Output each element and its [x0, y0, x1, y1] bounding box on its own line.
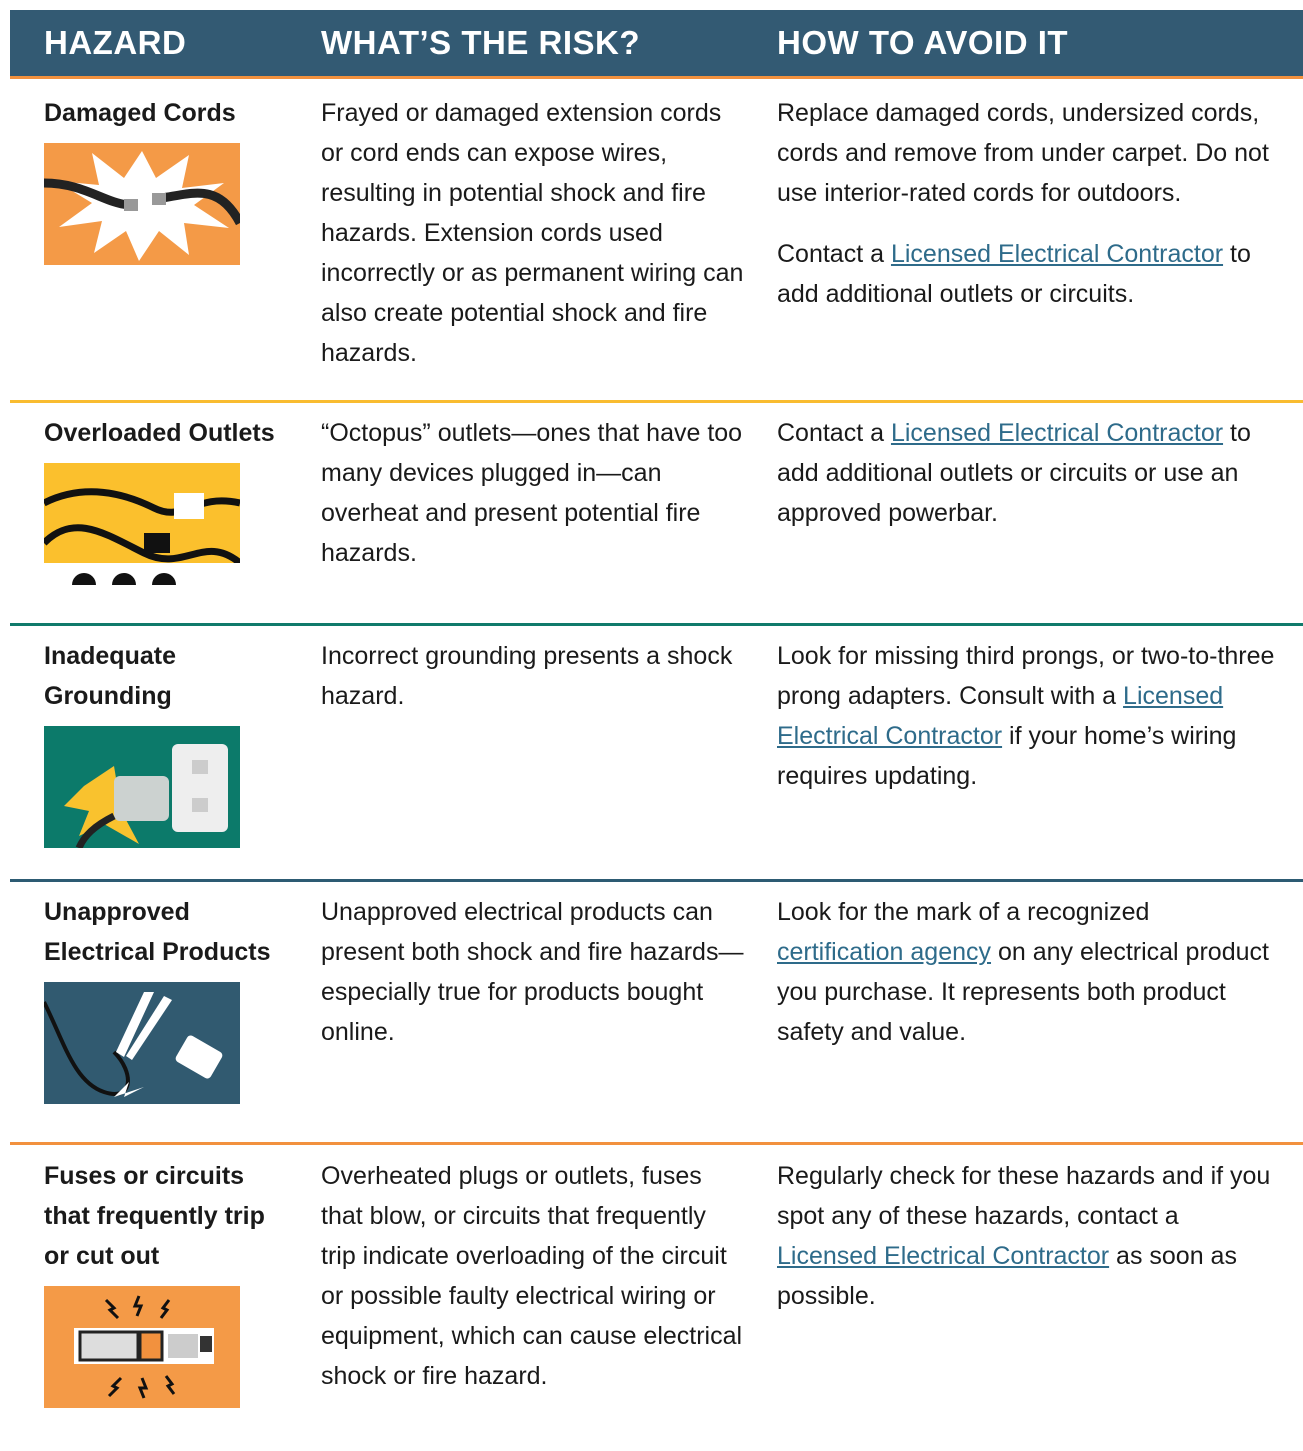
- paragraph: Contact a Licensed Electrical Contractor…: [777, 234, 1277, 314]
- row-divider: [10, 623, 1303, 626]
- row-divider: [10, 400, 1303, 403]
- hazard-title: Fuses or circuits that frequently trip o…: [44, 1162, 265, 1270]
- text: Regularly check for these hazards and if…: [777, 1162, 1271, 1230]
- avoid-cell: Regularly check for these hazards and if…: [777, 1156, 1277, 1337]
- hazard-icon: [44, 982, 240, 1104]
- hazard-cell: Fuses or circuits that frequently trip o…: [44, 1156, 289, 1408]
- link[interactable]: certification agency: [777, 938, 992, 966]
- hazard-icon: [44, 1286, 240, 1408]
- hazard-icon: [44, 726, 240, 848]
- risk-cell: Overheated plugs or outlets, fuses that …: [321, 1162, 743, 1390]
- hazard-cell: Overloaded Outlets: [44, 413, 289, 585]
- text: Contact a: [777, 419, 891, 447]
- hazard-icon: [44, 143, 240, 265]
- text: on any electrical product you purchase. …: [777, 938, 1269, 1046]
- column-header: HOW TO AVOID IT: [777, 24, 1069, 61]
- text: Look for missing third prongs, or two-to…: [777, 642, 1275, 710]
- row-divider: [10, 1142, 1303, 1145]
- avoid-cell: Look for the mark of a recognized certif…: [777, 892, 1277, 1073]
- text: to add additional outlets or circuits.: [777, 240, 1251, 308]
- hazard-cell: Inadequate Grounding: [44, 636, 289, 848]
- paragraph: Regularly check for these hazards and if…: [777, 1156, 1277, 1316]
- table-header: HAZARD WHAT’S THE RISK? HOW TO AVOID IT: [10, 10, 1303, 79]
- text: if your home’s wiring requires updating.: [777, 722, 1237, 790]
- risk-cell: Unapproved electrical products can prese…: [321, 898, 744, 1046]
- hazard-title: Unapproved Electrical Products: [44, 898, 271, 966]
- paragraph: Look for missing third prongs, or two-to…: [777, 636, 1277, 796]
- avoid-cell: Replace damaged cords, undersized cords,…: [777, 93, 1277, 335]
- link[interactable]: Licensed Electrical Contractor: [890, 240, 1224, 268]
- avoid-cell: Contact a Licensed Electrical Contractor…: [777, 413, 1277, 554]
- risk-cell: Frayed or damaged extension cords or cor…: [321, 99, 744, 367]
- avoid-cell: Look for missing third prongs, or two-to…: [777, 636, 1277, 817]
- text: Contact a: [777, 240, 891, 268]
- link[interactable]: Licensed Electrical Contractor: [890, 419, 1224, 447]
- hazard-title: Overloaded Outlets: [44, 419, 275, 447]
- text: Replace damaged cords, undersized cords,…: [777, 99, 1269, 207]
- text: as soon as possible.: [777, 1242, 1237, 1310]
- column-header: HAZARD: [44, 24, 187, 61]
- paragraph: Replace damaged cords, undersized cords,…: [777, 93, 1277, 213]
- row-divider: [10, 879, 1303, 882]
- link[interactable]: Licensed Electrical Contractor: [777, 1242, 1110, 1270]
- hazard-title: Damaged Cords: [44, 99, 236, 127]
- hazard-cell: Unapproved Electrical Products: [44, 892, 289, 1104]
- paragraph: Contact a Licensed Electrical Contractor…: [777, 413, 1277, 533]
- paragraph: Look for the mark of a recognized certif…: [777, 892, 1277, 1052]
- risk-cell: “Octopus” outlets—ones that have too man…: [321, 419, 743, 567]
- text: Look for the mark of a recognized: [777, 898, 1150, 926]
- link[interactable]: Licensed Electrical Contractor: [777, 682, 1224, 750]
- hazard-icon: [44, 463, 240, 585]
- hazard-title: Inadequate Grounding: [44, 642, 176, 710]
- risk-cell: Incorrect grounding presents a shock haz…: [321, 642, 733, 710]
- hazard-cell: Damaged Cords: [44, 93, 289, 265]
- column-header: WHAT’S THE RISK?: [321, 24, 641, 61]
- text: to add additional outlets or circuits or…: [777, 419, 1251, 527]
